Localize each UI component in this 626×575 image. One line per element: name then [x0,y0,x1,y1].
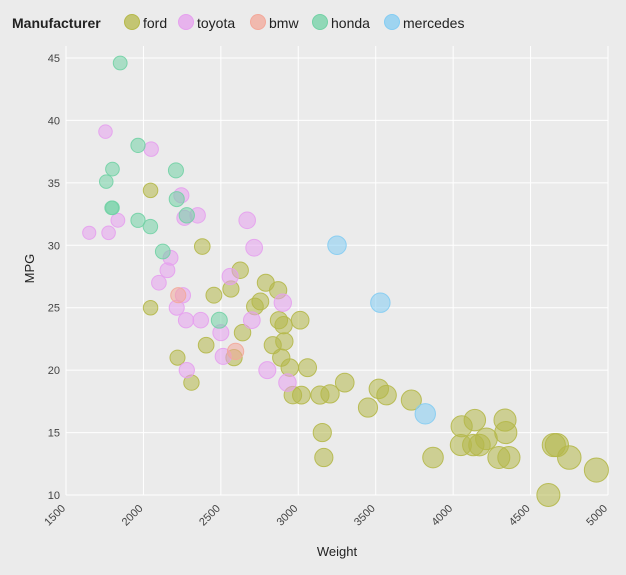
point-ford [475,427,498,451]
point-ford [314,447,334,468]
point-ford [312,422,332,443]
point-toyota [151,274,167,291]
legend-swatch-bmw [250,14,266,30]
point-ford [142,182,159,199]
point-ford [536,482,561,508]
x-axis-title: Weight [317,544,358,559]
point-ford [376,384,397,406]
point-ford [193,238,211,255]
point-honda [168,191,185,208]
point-ford [463,408,487,432]
y-tick-label: 10 [48,490,60,502]
point-bmw [226,342,245,361]
x-tick-label: 2500 [197,503,223,529]
point-honda [98,174,114,189]
point-toyota [258,361,277,380]
legend-swatch-toyota [178,14,194,30]
point-toyota [110,212,126,228]
legend-label-bmw: bmw [269,15,299,31]
point-ford [233,323,252,342]
legend-label-toyota: toyota [197,15,235,31]
point-honda [167,162,184,179]
point-ford [197,336,215,354]
point-toyota [242,311,261,330]
point-ford [400,389,422,411]
point-toyota [178,362,195,379]
point-honda [142,218,159,235]
y-tick-label: 45 [48,53,60,65]
point-honda [105,200,120,216]
point-ford [334,372,355,393]
x-tick-label: 4500 [507,503,533,529]
data-points [82,55,609,508]
plot-area [66,46,608,495]
legend-title: Manufacturer [12,15,101,31]
legend-label-honda: honda [331,15,370,31]
point-ford [292,385,311,405]
point-ford [320,384,340,404]
point-toyota [192,311,210,329]
legend: Manufacturer ford toyota bmw honda mercedes [12,14,464,31]
legend-swatch-mercedes [384,14,400,30]
legend-label-mercedes: mercedes [403,15,464,31]
point-ford [169,349,186,366]
x-axis-ticks: 1500 2000 2500 3000 3500 4000 4500 5000 [42,503,610,529]
x-tick-label: 1500 [42,503,68,529]
point-toyota [143,141,159,157]
point-ford [583,457,609,483]
y-tick-label: 35 [48,178,60,190]
point-ford [494,421,518,445]
y-tick-label: 20 [48,365,60,377]
y-tick-label: 30 [48,240,60,252]
x-tick-label: 3000 [275,503,301,529]
point-toyota [221,267,239,286]
point-honda [178,207,195,224]
point-toyota [177,312,195,329]
point-toyota [273,293,292,312]
point-honda [105,161,120,177]
point-toyota [245,238,264,257]
legend-label-ford: ford [143,15,167,31]
point-ford [298,358,318,378]
x-tick-label: 3500 [352,503,378,529]
point-ford [497,445,521,470]
point-ford [142,299,159,316]
y-tick-label: 40 [48,115,60,127]
point-mercedes [370,292,391,313]
point-bmw [170,287,187,304]
point-ford [290,310,310,330]
y-axis-ticks: 10 15 20 25 30 35 40 45 [48,53,60,502]
point-honda [112,55,128,71]
point-mercedes [414,403,436,425]
point-honda [130,137,146,154]
y-tick-label: 15 [48,428,60,440]
point-honda [130,212,146,228]
point-toyota [98,124,113,139]
point-toyota [101,225,116,241]
point-honda [154,243,171,260]
legend-swatch-ford [124,14,140,30]
x-tick-label: 5000 [584,503,610,529]
y-axis-title: MPG [22,254,37,284]
legend-swatch-honda [312,14,328,30]
point-honda [210,311,228,329]
point-mercedes [327,235,347,256]
y-tick-label: 25 [48,303,60,315]
point-ford [422,446,444,469]
x-tick-label: 4000 [429,503,455,529]
point-ford [357,397,379,418]
x-tick-label: 2000 [120,503,146,529]
point-ford [274,316,293,335]
point-toyota [238,211,256,230]
point-ford [251,292,270,311]
point-ford [557,445,582,470]
point-ford [275,332,294,351]
point-ford [205,286,223,304]
point-toyota [82,225,97,240]
point-toyota [278,373,297,392]
